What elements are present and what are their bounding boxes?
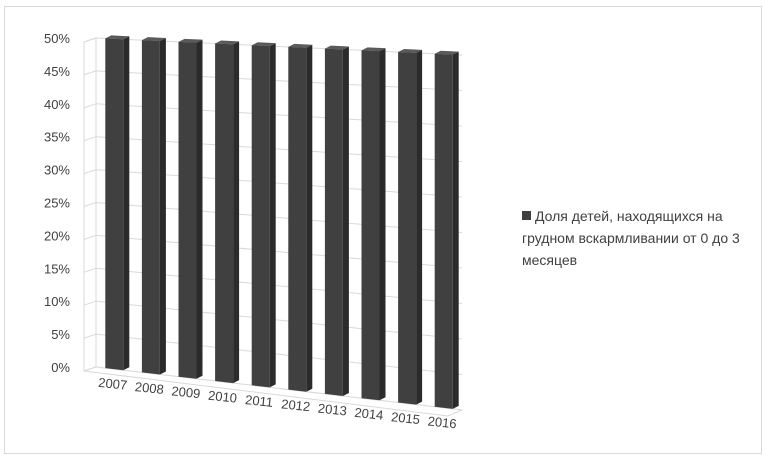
side-gridline <box>83 202 97 207</box>
bar-2007 <box>105 38 124 371</box>
side-gridline <box>83 267 97 273</box>
y-tick-label: 5% <box>51 327 70 342</box>
bar-side-2015 <box>416 49 423 405</box>
bar-side-2007 <box>123 36 130 371</box>
x-tick-label: 2011 <box>244 392 273 410</box>
bar-side-2014 <box>379 48 386 401</box>
side-gridline <box>83 103 97 109</box>
x-tick-label: 2016 <box>427 413 457 431</box>
bar-top-2012 <box>288 43 313 48</box>
bar-side-2016 <box>452 51 459 409</box>
floor <box>83 366 464 417</box>
bar-top-2015 <box>398 49 423 53</box>
bar-2012 <box>288 46 307 392</box>
bar-top-2010 <box>215 40 240 45</box>
x-tick-label: 2013 <box>317 401 347 419</box>
y-tick-label: 30% <box>44 163 70 178</box>
y-tick-label: 35% <box>44 130 70 145</box>
side-gridline <box>83 234 97 240</box>
bar-2008 <box>141 40 160 375</box>
bar-side-2012 <box>306 44 313 392</box>
y-tick-label: 20% <box>44 228 70 243</box>
x-tick-label: 2014 <box>354 405 384 423</box>
x-tick-label: 2012 <box>281 396 311 414</box>
y-tick-label: 10% <box>44 294 70 309</box>
bar-top-2009 <box>178 38 203 43</box>
bar-side-2010 <box>233 41 240 384</box>
x-tick-label: 2008 <box>134 379 164 397</box>
bar-2014 <box>361 50 380 401</box>
x-tick-label: 2007 <box>98 375 128 393</box>
y-tick-label: 15% <box>44 261 70 276</box>
y-tick-label: 45% <box>44 64 70 79</box>
side-gridline <box>83 333 97 339</box>
legend: Доля детей, находящихся на грудном вскар… <box>522 205 762 271</box>
bar-top-2007 <box>105 35 130 40</box>
y-tick-label: 40% <box>44 97 70 112</box>
x-tick-label: 2010 <box>207 388 237 406</box>
side-gridline <box>83 169 97 175</box>
y-tick-label: 25% <box>44 196 70 211</box>
bar-top-2008 <box>141 37 166 41</box>
bar-2015 <box>398 52 417 405</box>
bar-2016 <box>434 53 453 409</box>
y-tick-label: 0% <box>51 360 70 375</box>
bar-2013 <box>324 48 343 397</box>
bar-2009 <box>178 41 197 379</box>
side-gridline <box>83 300 97 306</box>
side-gridline <box>83 136 97 142</box>
side-gridline <box>83 37 97 43</box>
bar-side-2011 <box>269 43 276 388</box>
bar-top-2013 <box>324 45 349 50</box>
bar-top-2016 <box>434 50 459 55</box>
legend-label: Доля детей, находящихся на грудном вскар… <box>522 208 740 268</box>
x-tick-label: 2009 <box>171 383 201 401</box>
bar-2011 <box>251 45 270 388</box>
bar-2010 <box>215 43 234 384</box>
bar-side-2013 <box>342 46 349 397</box>
bar-side-2008 <box>159 37 166 375</box>
bar-side-2009 <box>196 39 203 379</box>
bar-top-2011 <box>251 42 276 47</box>
x-tick-label: 2015 <box>390 409 420 427</box>
y-tick-label: 50% <box>44 31 70 46</box>
bar-top-2014 <box>361 47 386 52</box>
legend-swatch <box>522 211 531 220</box>
side-gridline <box>83 70 97 76</box>
